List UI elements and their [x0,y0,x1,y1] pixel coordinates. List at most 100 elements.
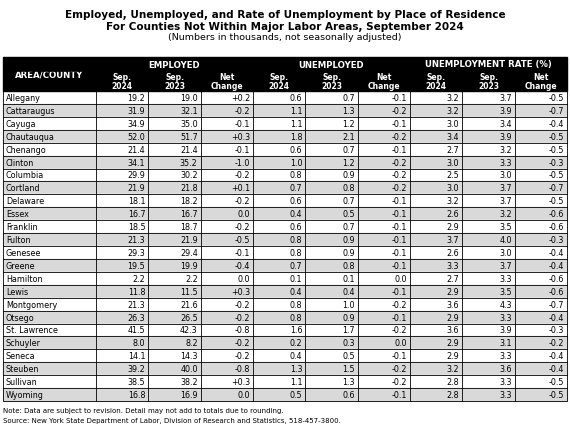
Text: 0.3: 0.3 [342,339,355,348]
Text: 2.6: 2.6 [447,248,459,257]
Text: 2.8: 2.8 [447,390,459,399]
Text: Chenango: Chenango [6,145,47,154]
Text: Delaware: Delaware [6,197,44,206]
Text: -0.5: -0.5 [548,390,564,399]
Text: 0.2: 0.2 [290,339,302,348]
Text: -0.2: -0.2 [392,171,407,180]
Text: -0.6: -0.6 [548,210,564,219]
Text: -0.2: -0.2 [234,197,250,206]
Text: -0.6: -0.6 [548,223,564,232]
Text: 0.5: 0.5 [290,390,302,399]
Text: For Counties Not Within Major Labor Areas, September 2024: For Counties Not Within Major Labor Area… [106,22,464,32]
Text: 0.0: 0.0 [238,274,250,283]
Text: -0.3: -0.3 [548,158,564,167]
Bar [3,156,567,169]
Text: -0.4: -0.4 [548,313,564,322]
Text: 31.9: 31.9 [128,107,145,115]
Text: -0.2: -0.2 [234,352,250,361]
Text: Schuyler: Schuyler [6,339,41,348]
Text: 2.7: 2.7 [446,145,459,154]
Text: 2024: 2024 [426,82,447,91]
Text: -0.2: -0.2 [392,377,407,386]
Text: 0.0: 0.0 [394,274,407,283]
Text: 0.8: 0.8 [290,236,302,244]
Text: 1.1: 1.1 [290,377,302,386]
Text: 14.3: 14.3 [180,352,198,361]
Text: 21.9: 21.9 [180,236,198,244]
Text: -0.1: -0.1 [392,390,407,399]
Text: 34.1: 34.1 [128,158,145,167]
Text: 52.0: 52.0 [128,132,145,141]
Text: Change: Change [368,82,400,91]
Text: 21.4: 21.4 [180,145,198,154]
Text: Sep.: Sep. [427,73,446,82]
Text: 0.7: 0.7 [342,145,355,154]
Text: 3.2: 3.2 [447,365,459,373]
Text: 29.9: 29.9 [128,171,145,180]
Text: 16.7: 16.7 [128,210,145,219]
Text: 0.7: 0.7 [342,197,355,206]
Text: 2.7: 2.7 [446,274,459,283]
Text: 1.0: 1.0 [290,158,302,167]
Text: 2.2: 2.2 [133,274,145,283]
Text: 3.2: 3.2 [499,210,512,219]
Bar [3,260,567,272]
Text: -0.7: -0.7 [548,184,564,193]
Text: 0.9: 0.9 [342,236,355,244]
Text: 19.5: 19.5 [128,261,145,270]
Text: 19.9: 19.9 [180,261,198,270]
Text: 3.2: 3.2 [447,197,459,206]
Bar [3,182,567,195]
Text: 8.0: 8.0 [133,339,145,348]
Text: -0.1: -0.1 [392,313,407,322]
Text: 2.9: 2.9 [446,339,459,348]
Text: -1.0: -1.0 [235,158,250,167]
Text: Net: Net [533,73,548,82]
Text: 3.5: 3.5 [499,223,512,232]
Text: 0.5: 0.5 [342,352,355,361]
Text: Note: Data are subject to revision. Detail may not add to totals due to rounding: Note: Data are subject to revision. Deta… [3,407,284,413]
Text: Essex: Essex [6,210,29,219]
Text: -0.1: -0.1 [392,119,407,128]
Text: Employed, Unemployed, and Rate of Unemployment by Place of Residence: Employed, Unemployed, and Rate of Unempl… [64,10,506,20]
Text: -0.2: -0.2 [392,365,407,373]
Text: (Numbers in thousands, not seasonally adjusted): (Numbers in thousands, not seasonally ad… [168,33,402,42]
Text: -0.5: -0.5 [548,377,564,386]
Bar [3,311,567,324]
Text: 21.3: 21.3 [128,236,145,244]
Text: Sep.: Sep. [322,73,341,82]
Text: 0.1: 0.1 [290,274,302,283]
Text: -0.2: -0.2 [234,313,250,322]
Text: 1.2: 1.2 [342,158,355,167]
Text: 38.2: 38.2 [180,377,198,386]
Text: Seneca: Seneca [6,352,35,361]
Text: -0.4: -0.4 [548,261,564,270]
Text: -0.2: -0.2 [234,107,250,115]
Text: -0.2: -0.2 [234,223,250,232]
Bar [3,143,567,156]
Text: 3.0: 3.0 [499,248,512,257]
Text: 1.8: 1.8 [290,132,302,141]
Text: Cayuga: Cayuga [6,119,36,128]
Text: Columbia: Columbia [6,171,44,180]
Text: Lewis: Lewis [6,287,28,296]
Text: 3.7: 3.7 [499,197,512,206]
Text: -0.6: -0.6 [548,274,564,283]
Text: 26.3: 26.3 [128,313,145,322]
Text: Wyoming: Wyoming [6,390,44,399]
Text: -0.2: -0.2 [234,171,250,180]
Text: 0.7: 0.7 [290,261,302,270]
Text: -0.1: -0.1 [392,145,407,154]
Text: 0.9: 0.9 [342,171,355,180]
Text: -0.4: -0.4 [548,119,564,128]
Text: 2.9: 2.9 [446,313,459,322]
Text: Otsego: Otsego [6,313,35,322]
Text: +0.3: +0.3 [231,377,250,386]
Bar [3,58,567,92]
Text: Clinton: Clinton [6,158,34,167]
Bar [3,131,567,143]
Text: 3.3: 3.3 [499,313,512,322]
Text: Net: Net [219,73,234,82]
Text: -0.4: -0.4 [548,352,564,361]
Text: -0.1: -0.1 [235,248,250,257]
